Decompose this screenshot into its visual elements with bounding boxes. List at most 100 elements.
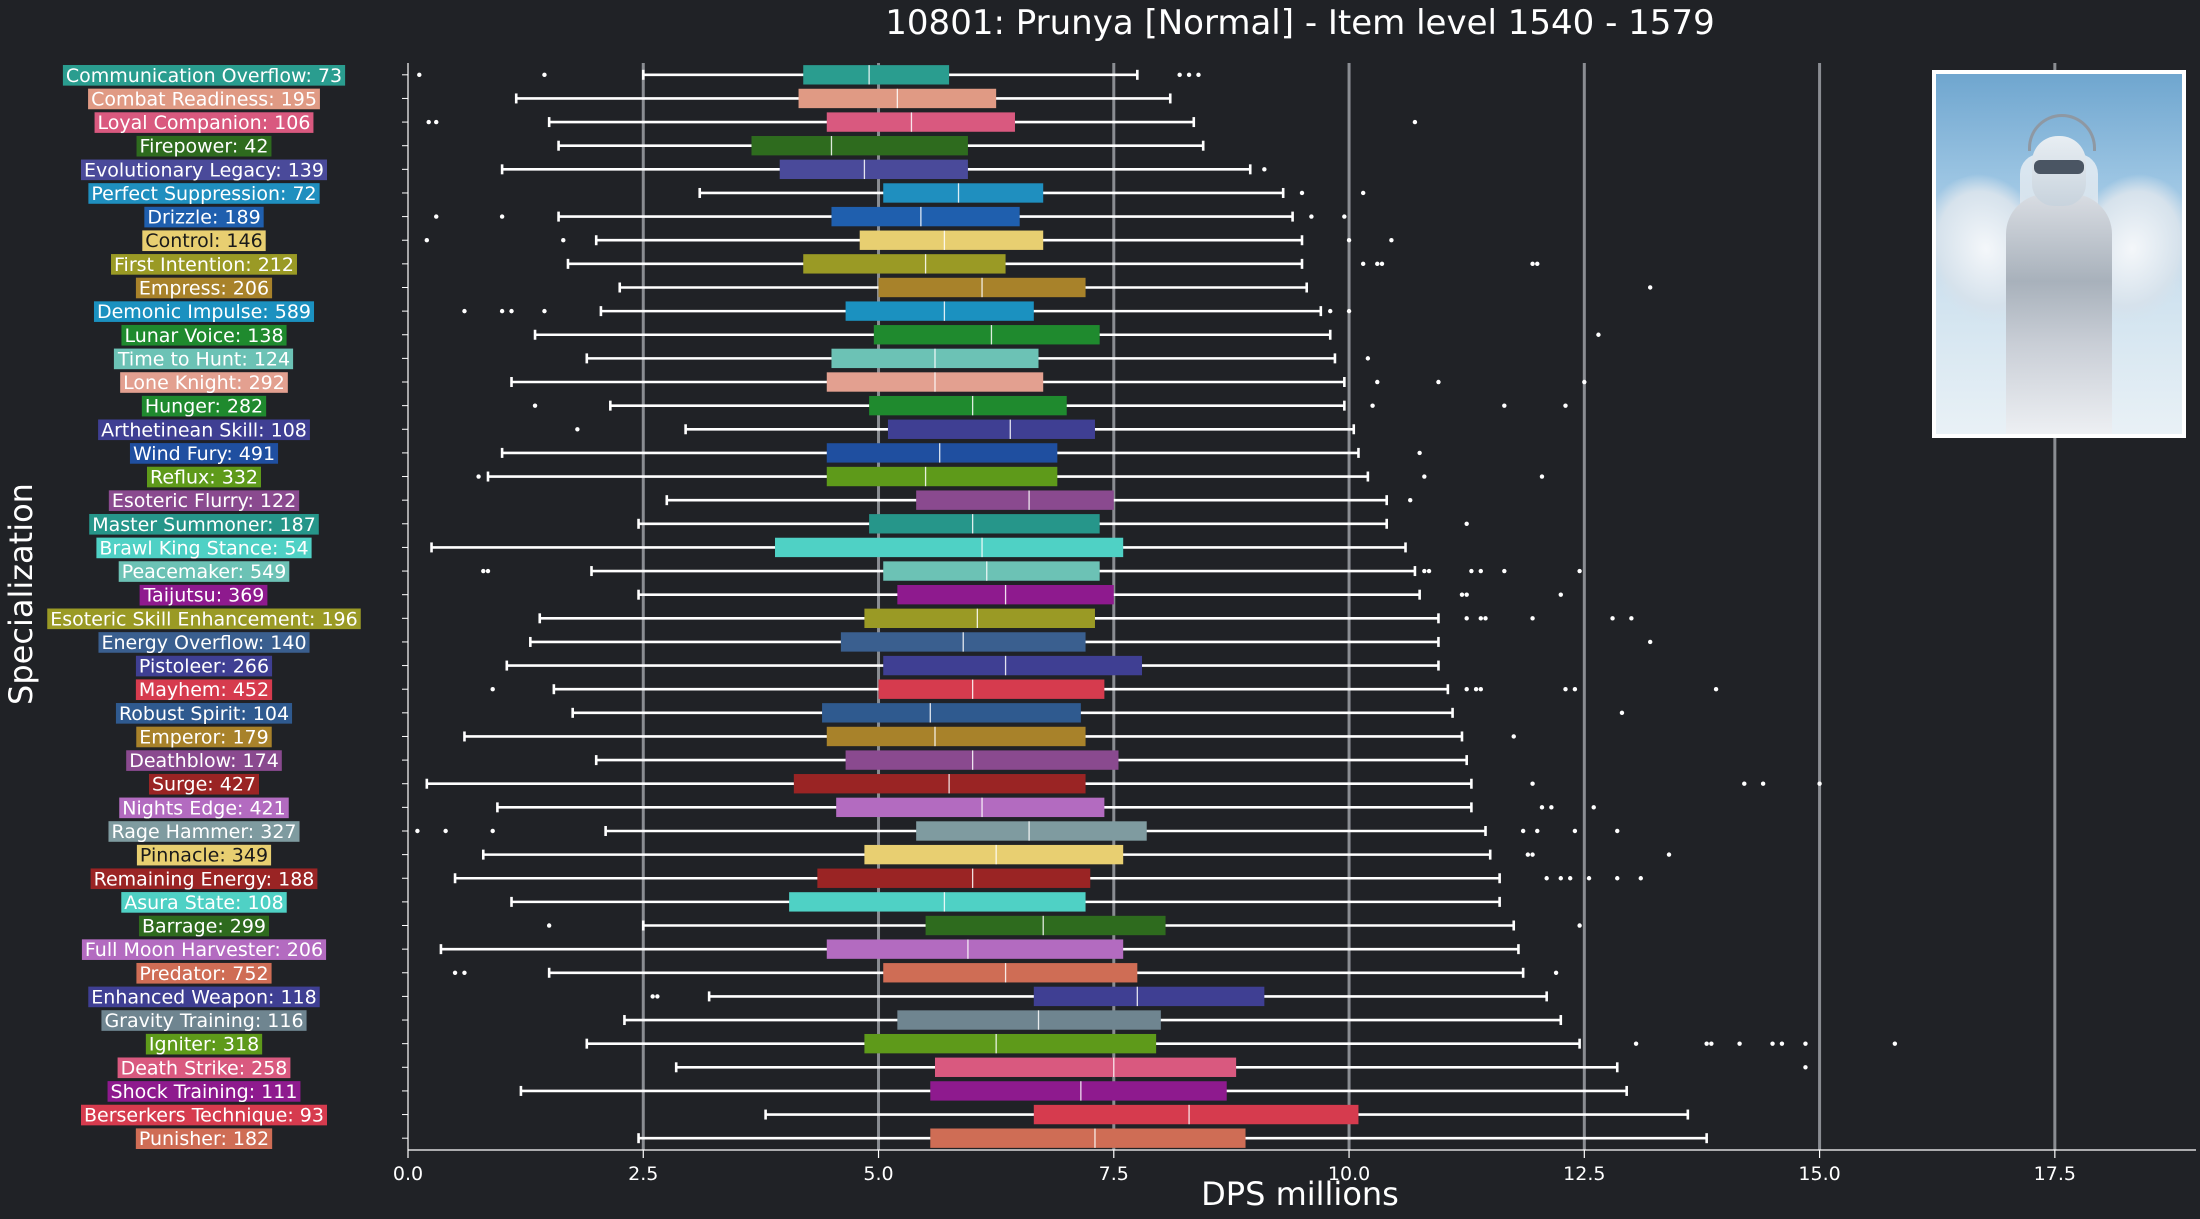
outlier-point [452, 970, 458, 975]
category-label-32: Rage Hammer: 327 [108, 821, 408, 843]
outlier-point [1704, 1041, 1709, 1046]
iqr-box [883, 963, 1138, 983]
category-label-bg [147, 466, 261, 488]
category-label-bg [135, 1128, 273, 1149]
category-label-bg [115, 703, 293, 724]
outlier-point [434, 214, 439, 219]
category-label-15: Arthetinean Skill: 108 [98, 419, 408, 441]
category-label-bg [62, 65, 346, 86]
outlier-point [542, 308, 547, 314]
box-13 [510, 372, 1587, 392]
iqr-box [864, 608, 1095, 629]
outlier-point [490, 687, 495, 692]
outlier-point [1360, 190, 1366, 196]
box-25 [505, 655, 1440, 676]
outlier-point [1558, 876, 1563, 881]
outlier-point [462, 308, 467, 314]
category-label-text: Pistoleer: 266 [139, 656, 269, 678]
outlier-point [1779, 1041, 1785, 1046]
outlier-point [1478, 687, 1484, 692]
outlier-point [1535, 828, 1540, 834]
outlier-point [650, 994, 655, 999]
boss-portrait-art [1936, 74, 2182, 434]
iqr-box [826, 726, 1086, 747]
outlier-point [1436, 379, 1441, 385]
category-label-12: Time to Hunt: 124 [113, 348, 408, 370]
box-17 [476, 466, 1545, 487]
outlier-point [1760, 781, 1766, 786]
category-label-bg [118, 561, 290, 582]
category-label-text: Death Strike: 258 [121, 1057, 288, 1079]
category-label-text: Hunger: 282 [145, 396, 263, 418]
category-label-4: Evolutionary Legacy: 139 [81, 159, 408, 181]
iqr-box [934, 1057, 1237, 1077]
iqr-box [864, 844, 1124, 865]
category-label-bg [93, 301, 315, 322]
category-label-bg [98, 419, 310, 441]
outlier-point [462, 970, 467, 975]
category-label-bg [139, 584, 268, 606]
category-label-31: Nights Edge: 421 [119, 797, 408, 819]
category-label-bg [148, 773, 260, 795]
x-tick-label: 17.5 [2034, 1163, 2076, 1185]
outlier-point [1742, 781, 1747, 786]
category-label-text: Barrage: 299 [142, 916, 266, 938]
iqr-box [873, 325, 1100, 345]
figure-halo-shape [2028, 114, 2096, 151]
category-label-bg [144, 206, 264, 228]
outlier-point [1520, 828, 1526, 834]
category-label-text: Perfect Suppression: 72 [91, 183, 316, 205]
outlier-point [1469, 568, 1474, 574]
outlier-point [1346, 308, 1352, 314]
box-22 [637, 584, 1563, 605]
category-label-bg [145, 1033, 263, 1055]
outlier-point [509, 308, 514, 314]
iqr-box [817, 868, 1091, 888]
outlier-point [1633, 1041, 1639, 1046]
outlier-point [1610, 616, 1615, 621]
category-label-7: Control: 146 [142, 230, 408, 252]
outlier-point [1422, 474, 1427, 479]
category-label-27: Robust Spirit: 104 [115, 703, 408, 725]
x-tick-label: 0.0 [393, 1163, 423, 1185]
category-label-43: Shock Training: 111 [107, 1081, 408, 1103]
outlier-point [1417, 450, 1422, 456]
outlier-point [417, 72, 422, 78]
outlier-point [561, 238, 566, 243]
category-label-text: First Intention: 212 [114, 254, 294, 276]
category-label-bg [135, 679, 273, 701]
outlier-point [434, 119, 439, 125]
boss-portrait-image [1932, 70, 2186, 438]
x-tick-label: 5.0 [863, 1163, 893, 1185]
iqr-box [836, 797, 1105, 818]
category-label-text: Control: 146 [145, 230, 262, 252]
outlier-point [1647, 285, 1653, 290]
box-37 [439, 939, 1520, 959]
category-label-text: Rage Hammer: 327 [111, 821, 296, 843]
category-label-18: Esoteric Flurry: 122 [108, 490, 408, 512]
x-tick-label: 12.5 [1563, 1163, 1605, 1185]
iqr-box [864, 1033, 1157, 1054]
iqr-box [887, 419, 1095, 439]
iqr-box [930, 1128, 1246, 1148]
box-45 [637, 1128, 1708, 1148]
category-label-bg [81, 939, 327, 960]
outlier-point [1525, 852, 1531, 857]
box-4 [500, 159, 1267, 180]
category-label-bg [136, 135, 272, 157]
category-label-22: Taijutsu: 369 [139, 584, 408, 607]
category-label-38: Predator: 752 [136, 963, 408, 985]
box-19 [637, 514, 1469, 534]
outlier-point [1464, 521, 1469, 526]
category-label-text: Evolutionary Legacy: 139 [84, 159, 324, 181]
outlier-point [1408, 497, 1413, 503]
box-23 [538, 608, 1634, 629]
outlier-point [1530, 781, 1535, 786]
outlier-point [1582, 379, 1587, 385]
box-8 [566, 254, 1540, 274]
outlier-point [1478, 616, 1484, 621]
box-41 [585, 1033, 1898, 1054]
category-label-11: Lunar Voice: 138 [121, 325, 408, 347]
category-label-29: Deathblow: 174 [126, 750, 408, 772]
outlier-point [1892, 1041, 1898, 1046]
